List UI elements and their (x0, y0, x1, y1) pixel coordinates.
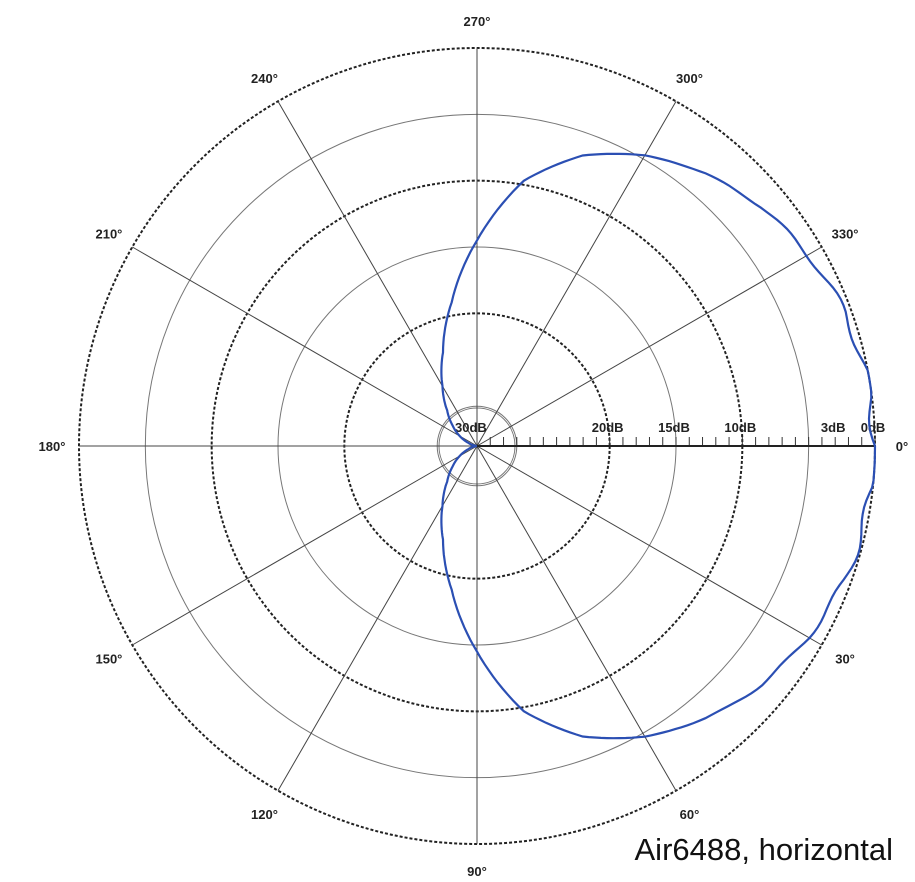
grid-spoke (476, 445, 822, 646)
angle-label: 150° (95, 652, 122, 667)
db-label: 20dB (592, 420, 624, 435)
radial-ticks (477, 437, 876, 447)
db-label: 15dB (658, 420, 690, 435)
grid-spoke (132, 246, 478, 447)
db-label: 30dB (455, 420, 487, 435)
db-label: 10dB (724, 420, 756, 435)
angle-label: 180° (39, 439, 66, 454)
angle-label: 270° (464, 14, 491, 29)
grid-spoke (277, 445, 478, 791)
series-group (440, 152, 877, 740)
series-line (440, 152, 877, 740)
angle-label: 120° (251, 807, 278, 822)
db-label: 3dB (821, 420, 846, 435)
angle-label: 300° (676, 71, 703, 86)
db-label: 0dB (861, 420, 886, 435)
grid-spoke (476, 445, 677, 791)
angle-label: 330° (832, 227, 859, 242)
grid-spoke (132, 445, 478, 646)
angle-label: 0° (896, 439, 908, 454)
grid-spoke (476, 101, 677, 447)
angle-label: 90° (467, 864, 487, 879)
angle-label: 60° (680, 807, 700, 822)
grid-spoke (476, 246, 822, 447)
chart-caption: Air6488, horizontal (634, 832, 894, 867)
angle-label: 30° (835, 652, 855, 667)
angle-label: 240° (251, 71, 278, 86)
grid-spoke (277, 101, 478, 447)
angle-label: 210° (95, 227, 122, 242)
angle-labels: 0° 30° 60° 90° 120° 150° 180° 210° 240° 270° 300° 3… (39, 14, 909, 879)
db-labels: 30dB 20dB 15dB 10dB 3dB 0dB (455, 420, 885, 435)
